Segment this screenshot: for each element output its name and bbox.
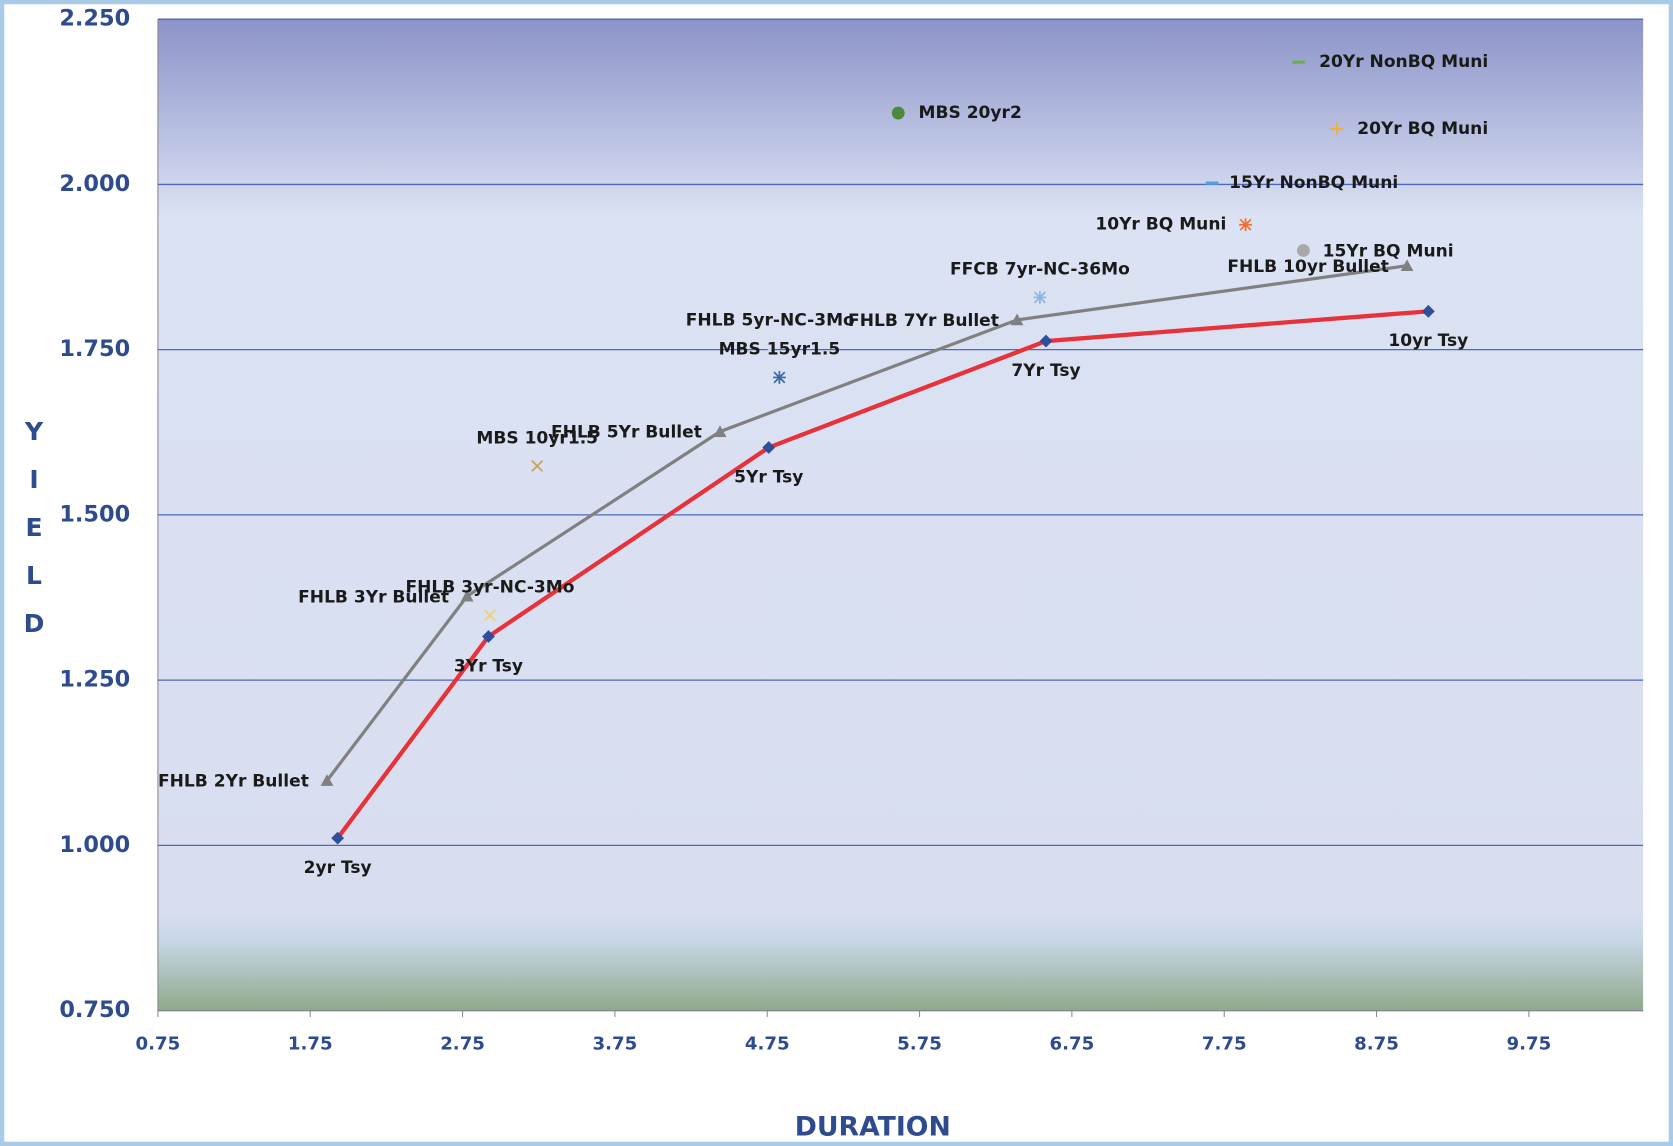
marker bbox=[713, 425, 727, 437]
x-tick-label: 8.75 bbox=[1354, 1034, 1399, 1055]
point-label: 3Yr Tsy bbox=[454, 656, 523, 676]
point-label: FHLB 5Yr Bullet bbox=[551, 423, 702, 443]
point-label: 10Yr BQ Muni bbox=[1095, 215, 1226, 235]
point-label: FHLB 3yr-NC-3Mo bbox=[405, 578, 574, 598]
point-label: 20Yr NonBQ Muni bbox=[1319, 52, 1488, 72]
marker bbox=[1010, 313, 1024, 326]
point-label: FHLB 2Yr Bullet bbox=[158, 772, 309, 792]
point-label: 15Yr NonBQ Muni bbox=[1229, 173, 1398, 193]
y-tick-label: 2.250 bbox=[59, 6, 130, 32]
x-tick-label: 4.75 bbox=[745, 1034, 790, 1055]
marker bbox=[1297, 244, 1310, 257]
marker bbox=[1421, 304, 1435, 318]
y-tick-label: 1.500 bbox=[59, 501, 130, 527]
y-tick-label: 1.750 bbox=[59, 336, 130, 362]
x-tick-label: 5.75 bbox=[897, 1034, 942, 1055]
y-tick-label: 0.750 bbox=[59, 997, 130, 1023]
point-label: 15Yr BQ Muni bbox=[1323, 242, 1454, 262]
marker bbox=[891, 106, 905, 120]
x-axis-title: DURATION bbox=[795, 1111, 951, 1142]
marker bbox=[1330, 122, 1344, 136]
marker bbox=[1400, 259, 1414, 272]
y-tick-label: 2.000 bbox=[59, 171, 130, 197]
point-label: FHLB 7Yr Bullet bbox=[848, 311, 999, 331]
marker bbox=[773, 371, 786, 384]
marker bbox=[1239, 218, 1252, 232]
point-label: 2yr Tsy bbox=[304, 858, 372, 878]
point-label: MBS 20yr2 bbox=[919, 103, 1022, 123]
x-tick-label: 7.75 bbox=[1202, 1034, 1247, 1055]
x-tick-label: 9.75 bbox=[1507, 1034, 1552, 1055]
point-label: FHLB 10yr Bullet bbox=[1227, 257, 1388, 277]
point-label: MBS 15yr1.5 bbox=[719, 340, 841, 360]
point-label: FHLB 5yr-NC-3Mo bbox=[686, 311, 855, 331]
x-tick-label: 0.75 bbox=[136, 1034, 181, 1055]
marker bbox=[764, 342, 777, 355]
marker bbox=[484, 609, 496, 622]
marker bbox=[320, 774, 334, 786]
point-label: FHLB 3Yr Bullet bbox=[298, 587, 449, 607]
y-axis-title: YIELD bbox=[23, 417, 45, 638]
y-tick-label: 1.000 bbox=[59, 832, 130, 858]
point-label: FFCB 7yr-NC-36Mo bbox=[950, 260, 1130, 280]
marker bbox=[1033, 291, 1047, 304]
marker bbox=[762, 441, 776, 454]
x-tick-label: 1.75 bbox=[288, 1034, 333, 1055]
x-tick-label: 2.75 bbox=[440, 1034, 485, 1055]
marker bbox=[460, 589, 474, 602]
point-label: 20Yr BQ Muni bbox=[1357, 119, 1488, 139]
point-label: 7Yr Tsy bbox=[1011, 361, 1080, 381]
marker bbox=[531, 460, 544, 472]
x-tick-label: 6.75 bbox=[1050, 1034, 1095, 1055]
point-label: MBS 10yr1.5 bbox=[476, 428, 598, 448]
y-tick-label: 1.250 bbox=[59, 667, 130, 693]
point-label: 10yr Tsy bbox=[1388, 331, 1468, 351]
point-label: 5Yr Tsy bbox=[734, 467, 803, 487]
x-tick-label: 3.75 bbox=[593, 1034, 638, 1055]
